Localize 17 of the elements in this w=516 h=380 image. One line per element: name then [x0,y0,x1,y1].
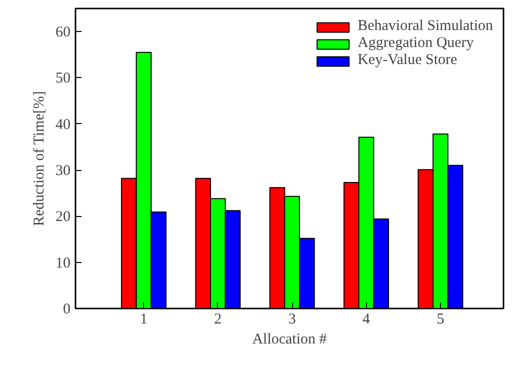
x-axis-title: Allocation # [252,332,328,348]
y-tick-label: 20 [56,209,70,226]
x-tick-label: 2 [214,312,222,328]
y-tick-label: 60 [56,24,70,41]
x-tick-label: 4 [362,312,371,328]
x-tick-label: 3 [288,312,296,328]
y-axis-title: Reduction of Time[%] [32,91,48,226]
x-tick-label: 5 [436,312,444,328]
y-tick-label: 50 [56,70,70,87]
legend-label: Key-Value Store [358,52,458,69]
x-tick-label: 1 [140,312,148,328]
y-tick-label: 30 [56,163,70,180]
y-tick-label: 0 [63,302,70,318]
legend-label: Aggregation Query [358,35,474,52]
legend-label: Behavioral Simulation [358,18,493,35]
y-tick-label: 40 [56,116,70,133]
y-tick-label: 10 [56,255,70,272]
